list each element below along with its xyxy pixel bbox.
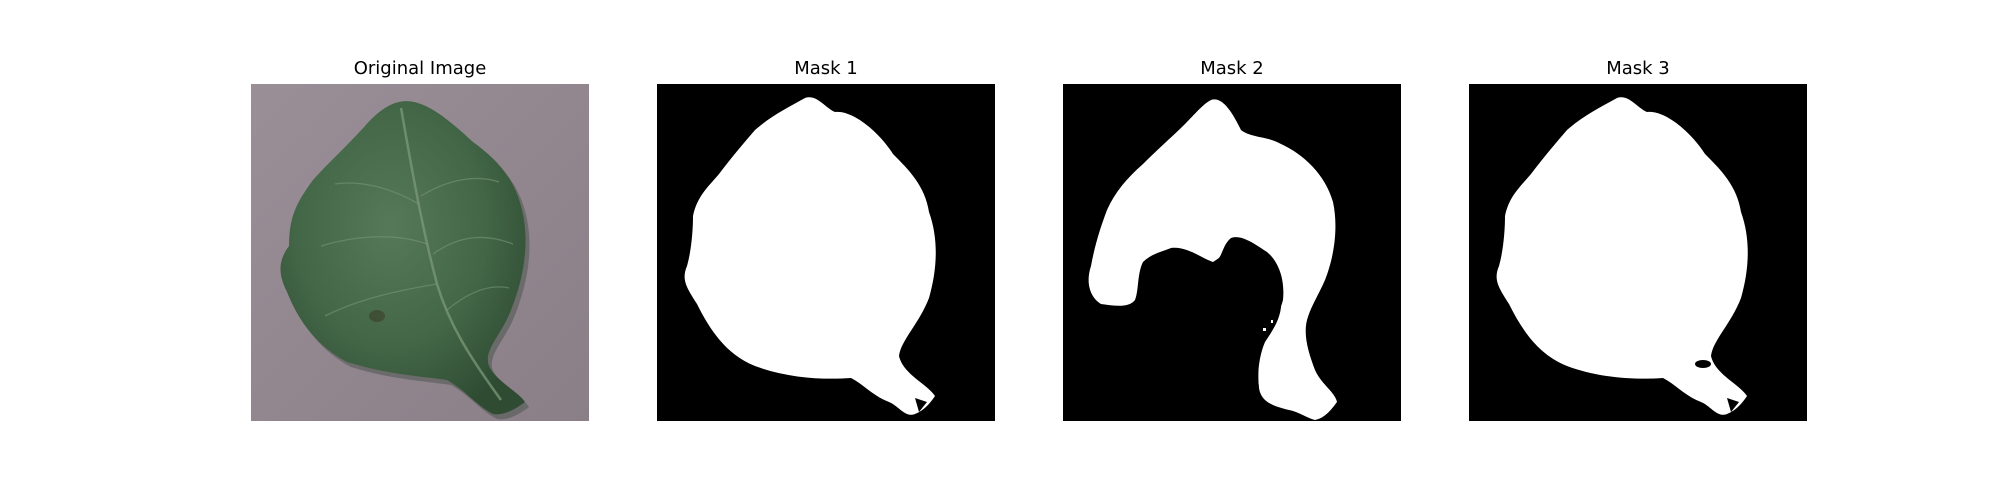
leaf-spot: [369, 310, 385, 322]
mask-2-image: [1063, 84, 1401, 421]
mask-1-image: [657, 84, 995, 421]
panel-title: Mask 1: [657, 58, 995, 84]
original-leaf-photo: [251, 84, 589, 421]
panel-mask-2: Mask 2: [1063, 58, 1401, 421]
panel-mask-1: Mask 1: [657, 58, 995, 421]
panel-title: Mask 3: [1469, 58, 1807, 84]
panel-mask-3: Mask 3: [1469, 58, 1807, 421]
panel-original-image: Original Image: [251, 58, 589, 421]
panel-title: Mask 2: [1063, 58, 1401, 84]
panel-title: Original Image: [251, 58, 589, 84]
mask-3-image: [1469, 84, 1807, 421]
mask-3-hole: [1695, 360, 1711, 368]
